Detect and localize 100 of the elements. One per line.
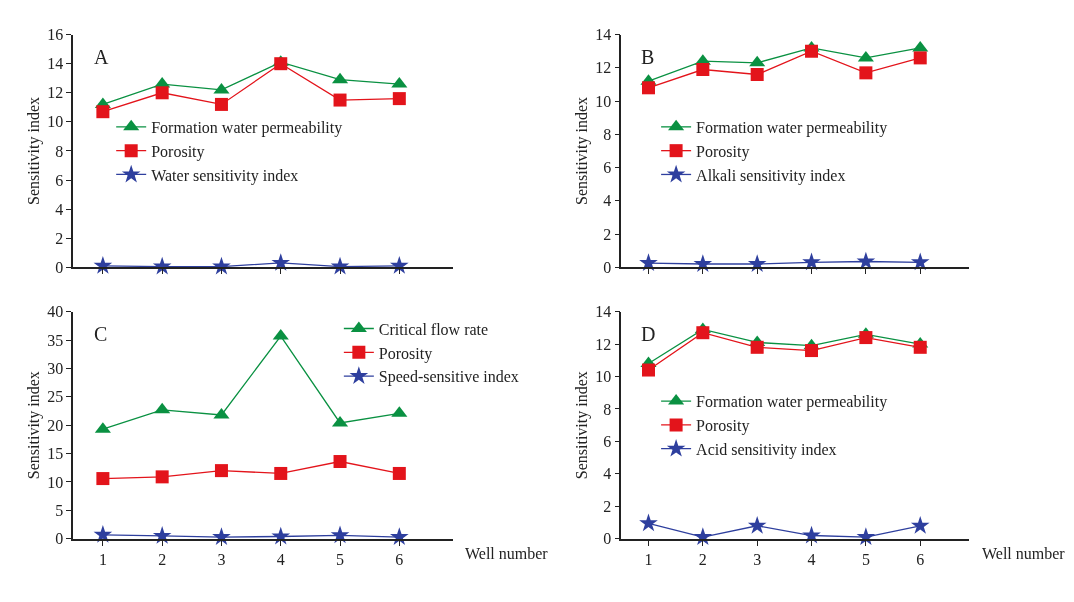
y-tick-label: 0: [603, 258, 612, 276]
point: [747, 515, 767, 534]
point: [155, 86, 169, 100]
point: [155, 470, 169, 484]
y-tick-label: 6: [603, 433, 612, 451]
x-tick-label: 4: [807, 550, 816, 568]
x-tick-label: 3: [753, 550, 762, 568]
annotation: D: [641, 323, 656, 345]
y-tick-label: 12: [595, 59, 612, 77]
point: [214, 464, 228, 478]
point: [696, 326, 710, 340]
x-tick-label: 3: [217, 550, 226, 568]
legend-label: Critical flow rate: [378, 320, 489, 338]
x-tick-label: 2: [158, 550, 167, 568]
y-axis-title: Sensitivity index: [572, 96, 591, 205]
y-tick-label: 40: [47, 303, 64, 321]
y-tick-label: 4: [603, 192, 612, 210]
x-axis-title: Well number: [465, 545, 549, 562]
point: [392, 466, 406, 480]
legend-label: Porosity: [151, 142, 205, 161]
y-tick-label: 10: [595, 368, 612, 386]
point: [333, 93, 347, 107]
point: [912, 40, 929, 52]
point: [214, 97, 228, 111]
y-tick-label: 8: [603, 125, 612, 143]
legend-label: Speed-sensitive index: [378, 368, 519, 387]
point: [641, 363, 655, 377]
y-tick-label: 2: [603, 497, 612, 515]
point: [696, 63, 710, 77]
y-tick-label: 12: [595, 335, 612, 353]
y-axis-title: Sensitivity index: [24, 371, 43, 480]
legend-label: Formation water permeability: [151, 119, 343, 138]
x-tick-label: 2: [698, 550, 707, 568]
point: [639, 513, 658, 532]
point: [750, 68, 764, 82]
point: [96, 472, 110, 486]
point: [805, 44, 819, 58]
point: [856, 527, 876, 546]
x-tick-label: 1: [644, 550, 653, 568]
y-tick-label: 4: [603, 465, 612, 483]
point: [213, 407, 230, 419]
y-tick-label: 10: [47, 473, 64, 491]
legend-label: Acid sensitivity index: [696, 440, 837, 459]
legend-label: Porosity: [378, 344, 433, 363]
point: [274, 57, 288, 71]
point: [641, 81, 655, 95]
point: [913, 340, 927, 354]
point: [639, 253, 658, 272]
point: [392, 92, 406, 106]
point: [274, 466, 288, 480]
point: [693, 527, 713, 546]
y-tick-label: 6: [603, 159, 612, 177]
legend-label: Porosity: [696, 417, 750, 436]
y-tick-label: 16: [47, 26, 64, 44]
y-tick-label: 2: [603, 225, 612, 243]
point: [857, 50, 874, 62]
y-axis-title: Sensitivity index: [572, 371, 591, 480]
point: [859, 66, 873, 80]
legend-label: Formation water permeability: [696, 393, 888, 412]
annotation: C: [94, 323, 108, 345]
point: [802, 525, 821, 544]
y-tick-label: 20: [47, 416, 64, 434]
y-tick-label: 14: [595, 303, 612, 321]
legend-label: Alkali sensitivity index: [696, 166, 846, 185]
y-tick-label: 0: [55, 258, 64, 276]
y-tick-label: 6: [55, 171, 64, 189]
y-tick-label: 5: [55, 501, 64, 519]
y-tick-label: 8: [55, 142, 64, 160]
point: [330, 525, 350, 544]
y-tick-label: 8: [603, 400, 612, 418]
legend-label: Porosity: [696, 142, 750, 161]
point: [213, 82, 230, 94]
legend-label: Water sensitivity index: [151, 166, 299, 185]
point: [910, 252, 930, 271]
y-tick-label: 2: [55, 229, 64, 247]
x-tick-label: 6: [395, 550, 404, 568]
point: [333, 455, 347, 469]
x-tick-label: 5: [861, 550, 870, 568]
y-tick-label: 10: [595, 92, 612, 110]
y-tick-label: 15: [47, 445, 64, 463]
y-tick-label: 30: [47, 360, 64, 378]
y-axis-title: Sensitivity index: [24, 96, 43, 205]
x-tick-label: 4: [276, 550, 285, 568]
y-tick-label: 14: [47, 55, 64, 73]
point: [96, 105, 110, 119]
point: [750, 340, 764, 354]
point: [910, 515, 930, 534]
legend-label: Formation water permeability: [696, 119, 888, 138]
y-tick-label: 25: [47, 388, 64, 406]
y-tick-label: 4: [55, 200, 64, 218]
annotation: B: [641, 46, 655, 68]
y-tick-label: 12: [47, 84, 64, 102]
point: [856, 251, 876, 270]
y-tick-label: 0: [55, 530, 64, 548]
point: [805, 344, 819, 358]
y-tick-label: 0: [603, 530, 612, 548]
x-tick-label: 1: [98, 550, 107, 568]
y-tick-label: 35: [47, 331, 64, 349]
point: [154, 402, 171, 414]
y-tick-label: 10: [47, 113, 64, 131]
